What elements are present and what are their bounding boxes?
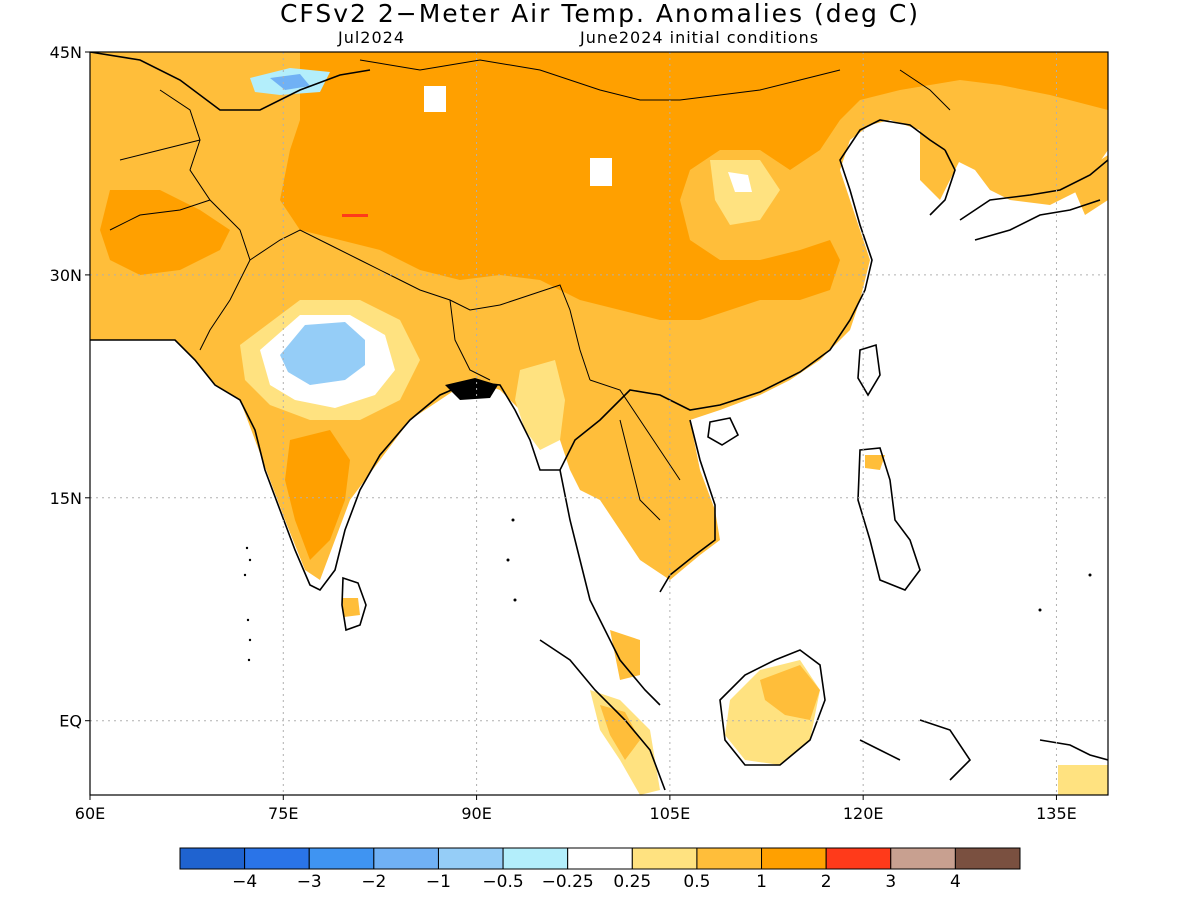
lon-tick-label: 120E — [843, 804, 884, 823]
colorbar-swatch — [373, 847, 439, 870]
lat-tick-label: 15N — [50, 489, 82, 508]
colorbar-swatch — [437, 847, 504, 870]
plot-frame — [89, 51, 1109, 796]
colorbar-label: −0.5 — [482, 872, 523, 892]
colorbar-label: −2 — [361, 872, 386, 892]
borders — [109, 59, 951, 521]
colorbar-swatch — [696, 847, 763, 870]
colorbar-swatch — [954, 847, 1021, 870]
land-anomaly-1-2-north — [280, 52, 1108, 320]
ganges-delta — [445, 378, 498, 400]
land-anomaly-red-spot — [342, 214, 368, 217]
land-anomaly-1-2-west — [100, 190, 230, 275]
land-anomaly-sumatra-orange — [600, 705, 640, 760]
land-anomaly-borneo-orange — [760, 665, 820, 720]
subtitle-month: Jul2024 — [338, 28, 406, 47]
land-anomaly-0.25-0.5-myanmar — [515, 360, 565, 450]
land-anomaly-srilanka — [342, 598, 360, 617]
lat-tick-label: 30N — [50, 266, 82, 285]
colorbar-swatch — [502, 847, 569, 870]
lon-tick-label: 135E — [1036, 804, 1077, 823]
land-anomaly-1-2-india — [285, 430, 350, 560]
land-anomaly-north-cool-blue — [270, 74, 310, 90]
colorbar-label: −3 — [297, 872, 322, 892]
colorbar-label: 2 — [821, 872, 832, 892]
colorbar-swatch — [567, 847, 633, 870]
lake-block — [424, 86, 446, 112]
islands — [243, 518, 1092, 662]
colorbar-label: 0.25 — [613, 872, 651, 892]
colorbar-label: 1 — [756, 872, 767, 892]
map-title: CFSv2 2−Meter Air Temp. Anomalies (deg C… — [279, 0, 921, 28]
lon-tick-label: 60E — [75, 804, 105, 823]
land-anomaly-malaysia — [610, 630, 640, 680]
colorbar-swatch — [244, 847, 310, 870]
land-anomaly-newguinea — [1058, 765, 1108, 795]
colorbar-label: −4 — [232, 872, 257, 892]
lake-block — [590, 158, 612, 186]
lat-tick-label: EQ — [59, 712, 82, 731]
lat-tick-label: 45N — [50, 43, 82, 62]
colorbar-label: 4 — [950, 872, 961, 892]
grid — [90, 52, 1108, 795]
coastlines — [90, 52, 1108, 791]
colorbar-swatch — [825, 847, 892, 870]
colorbar-swatch — [890, 847, 956, 870]
subtitle-initial-conditions: June2024 initial conditions — [580, 28, 820, 47]
colorbar-swatch — [308, 847, 375, 870]
colorbar-swatch — [761, 847, 827, 870]
land-anomaly-0.25-0.5-china — [710, 160, 780, 225]
colorbar: −4 −3 −2 −1 −0.5 −0.25 0.25 0.5 1 2 3 4 — [179, 847, 1021, 892]
land-anomaly-cool-lightblue — [280, 322, 365, 385]
colorbar-swatch — [631, 847, 698, 870]
lon-tick-label: 90E — [461, 804, 491, 823]
land-anomaly-white-china — [728, 172, 752, 192]
lon-tick-label: 105E — [650, 804, 691, 823]
colorbar-label: 0.5 — [683, 872, 710, 892]
axes: 60E 75E 90E 105E 120E 135E 45N 30N 15N EQ — [50, 43, 1077, 823]
lon-tick-label: 75E — [268, 804, 298, 823]
colorbar-label: 3 — [885, 872, 896, 892]
colorbar-swatch — [179, 847, 246, 870]
colorbar-label: −0.25 — [542, 872, 594, 892]
colorbar-label: −1 — [426, 872, 451, 892]
land-anomaly-philippines — [865, 455, 885, 470]
